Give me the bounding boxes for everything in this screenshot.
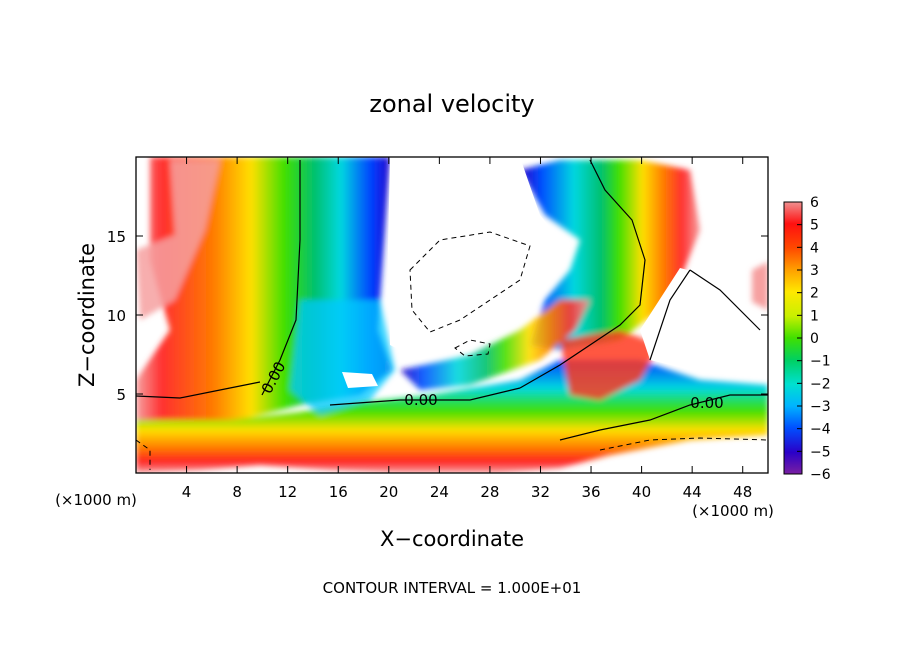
colorbar-tick-label: 2 — [810, 286, 819, 302]
field-gap-right — [640, 268, 768, 378]
y-tick-label: 15 — [107, 228, 126, 246]
x-tick-label: 24 — [430, 483, 449, 501]
colorbar-ticks: 6 5 4 3 2 1 0 −1 −2 −3 −4 −5 −6 — [797, 195, 831, 483]
colorbar-tick-label: −1 — [810, 354, 831, 370]
y-tick-label: 10 — [107, 307, 126, 325]
field-gap-center — [388, 157, 560, 360]
colorbar-tick-label: −3 — [810, 399, 831, 415]
x-tick-label: 8 — [232, 483, 242, 501]
x-tick-label: 12 — [278, 483, 297, 501]
x-tick-label: 36 — [581, 483, 600, 501]
x-tick-label: 28 — [480, 483, 499, 501]
field-diagonal-band — [400, 300, 590, 390]
colorbar-tick-label: 4 — [810, 240, 819, 256]
field-gap-small — [342, 372, 378, 388]
field-right-fringe — [752, 262, 768, 310]
x-tick-label: 4 — [182, 483, 192, 501]
field-left-fringe — [136, 160, 220, 320]
x-tick-label: 44 — [683, 483, 702, 501]
y-axis-label: Z−coordinate — [75, 243, 99, 387]
colorbar-tick-label: −5 — [810, 444, 831, 460]
x-axis-label: X−coordinate — [380, 527, 524, 551]
colorbar-tick-label: 6 — [810, 195, 819, 211]
colorbar-tick-label: 3 — [810, 263, 819, 279]
colorbar-tick-label: 0 — [810, 331, 819, 347]
plot-field — [136, 157, 768, 473]
x-unit-right: (×1000 m) — [692, 502, 774, 520]
x-tick-label: 40 — [632, 483, 651, 501]
contour-label-2: 0.00 — [404, 391, 437, 409]
x-tick-label: 20 — [379, 483, 398, 501]
colorbar-tick-label: 1 — [810, 308, 819, 324]
colorbar-tick-label: −4 — [810, 422, 831, 438]
chart-title: zonal velocity — [369, 90, 534, 118]
x-tick-label: 16 — [329, 483, 348, 501]
y-tick-label: 5 — [116, 386, 126, 404]
contour-lines — [136, 159, 768, 441]
x-tick-label: 32 — [531, 483, 550, 501]
colorbar-tick-label: −6 — [810, 467, 831, 483]
colorbar-tick-label: 5 — [810, 218, 819, 234]
negative-contours — [136, 231, 768, 470]
x-axis: 4 8 12 16 20 24 28 32 36 40 44 48 — [182, 157, 752, 501]
x-tick-label: 48 — [733, 483, 752, 501]
field-right-wedge — [560, 330, 660, 400]
colorbar-tick-label: −2 — [810, 376, 831, 392]
y-axis: 5 10 15 — [107, 228, 768, 404]
x-unit-left: (×1000 m) — [55, 491, 137, 509]
contour-label-3: 0.00 — [690, 394, 723, 412]
contour-interval-note: CONTOUR INTERVAL = 1.000E+01 — [323, 579, 582, 597]
